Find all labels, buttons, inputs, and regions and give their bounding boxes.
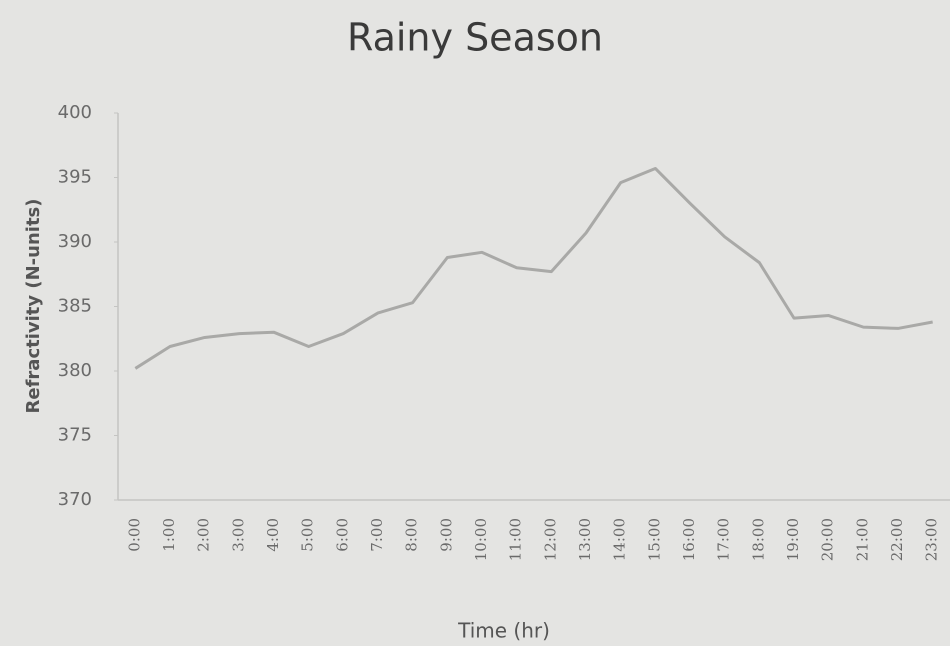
x-tick-label: 1:00 [160,518,178,552]
x-tick-label: 16:00 [680,518,698,561]
x-tick-label: 10:00 [472,518,490,561]
y-tick-label: 385 [58,296,92,317]
y-tick-label: 400 [58,102,92,123]
x-tick-label: 12:00 [541,518,559,561]
chart-title: Rainy Season [347,16,603,60]
x-tick-label: 4:00 [264,518,282,552]
y-tick-label: 370 [58,489,92,510]
y-tick-label: 395 [58,167,92,188]
x-axis-label: Time (hr) [457,619,550,643]
x-tick-label: 18:00 [749,518,767,561]
y-tick-label: 390 [58,231,92,252]
x-tick-label: 17:00 [715,518,733,561]
x-tick-label: 15:00 [645,518,663,561]
y-axis-label: Refractivity (N-units) [23,199,44,414]
x-tick-label: 5:00 [299,518,317,552]
x-tick-label: 8:00 [403,518,421,552]
x-tick-label: 11:00 [507,518,525,561]
x-tick-label: 7:00 [368,518,386,552]
x-tick-label: 23:00 [923,518,941,561]
y-tick-label: 375 [58,425,92,446]
x-tick-label: 19:00 [784,518,802,561]
line [134,166,933,370]
x-tick-label: 13:00 [576,518,594,561]
x-tick-label: 0:00 [125,518,143,552]
y-tick-label: 380 [58,360,92,381]
x-tick-label: 9:00 [437,518,455,552]
x-tick-label: 2:00 [195,518,213,552]
x-tick-label: 20:00 [819,518,837,561]
x-tick-label: 22:00 [888,518,906,561]
x-tick-label: 6:00 [333,518,351,552]
x-tick-label: 21:00 [853,518,871,561]
x-tick-label: 14:00 [611,518,629,561]
x-tick-label: 3:00 [229,518,247,552]
